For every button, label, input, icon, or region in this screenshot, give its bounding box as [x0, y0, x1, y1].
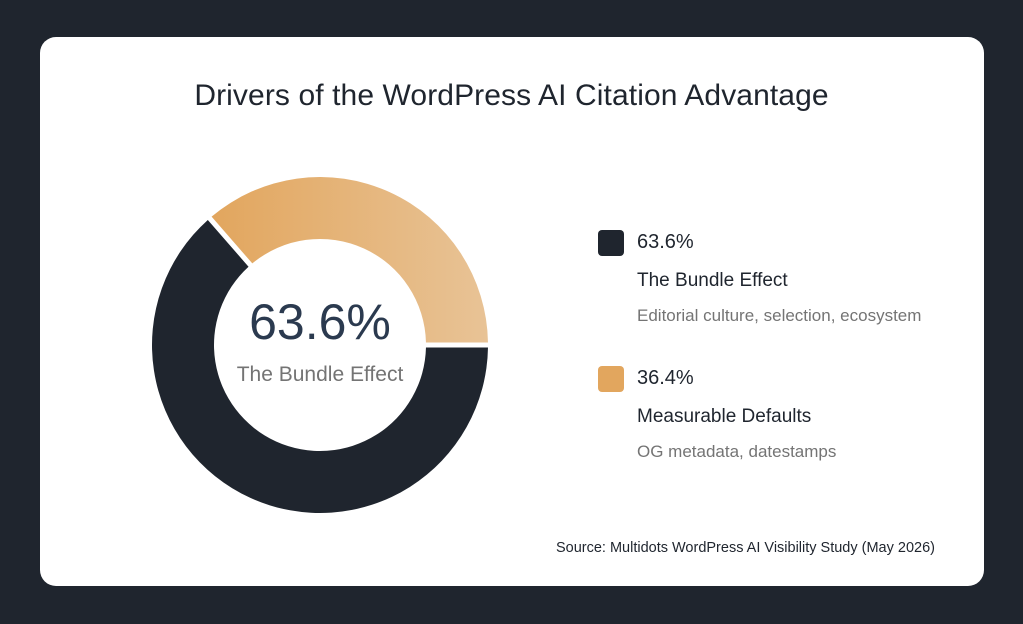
- legend-label: The Bundle Effect: [637, 270, 788, 291]
- source-note: Source: Multidots WordPress AI Visibilit…: [555, 540, 935, 556]
- donut-slice-bundle-effect: [152, 219, 488, 513]
- legend-label: Measurable Defaults: [637, 406, 812, 427]
- legend-description: OG metadata, datestamps: [637, 442, 837, 461]
- legend-swatch-bundle-effect: [598, 230, 624, 256]
- legend-swatch-measurable-defaults: [598, 366, 624, 392]
- legend-value: 63.6%: [637, 231, 694, 253]
- donut-slice-measurable-defaults: [211, 177, 488, 343]
- donut-center-value: 63.6%: [249, 294, 391, 350]
- donut-chart: [152, 177, 488, 513]
- chart-title: Drivers of the WordPress AI Citation Adv…: [194, 79, 829, 112]
- legend-value: 36.4%: [637, 367, 694, 389]
- legend-description: Editorial culture, selection, ecosystem: [637, 306, 922, 325]
- donut-center-label: The Bundle Effect: [236, 363, 404, 386]
